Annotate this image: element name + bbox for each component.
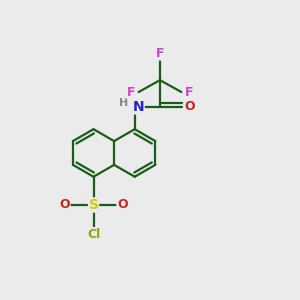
- Text: Cl: Cl: [87, 228, 100, 241]
- Text: H: H: [119, 98, 128, 108]
- Text: O: O: [59, 199, 70, 212]
- Text: O: O: [184, 100, 195, 113]
- Text: N: N: [133, 100, 144, 114]
- Text: S: S: [88, 198, 98, 212]
- Text: O: O: [117, 199, 128, 212]
- Text: F: F: [156, 47, 164, 60]
- Text: F: F: [127, 85, 135, 98]
- Text: F: F: [184, 85, 193, 98]
